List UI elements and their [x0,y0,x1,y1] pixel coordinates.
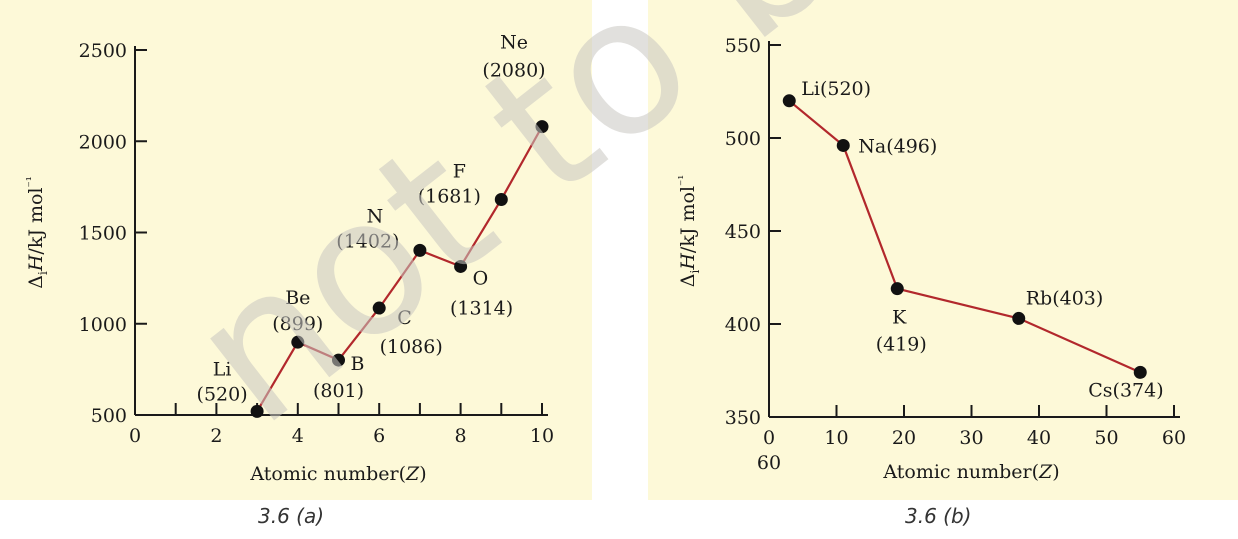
data-point [535,120,549,134]
x-tick-label: 10 [530,425,554,447]
point-label: C [397,307,412,329]
point-value-label: (2080) [482,60,545,82]
x-tick-label: 6 [373,425,385,447]
chart-b-svg: 350 400 450 500 550 0 10 20 30 40 50 60 60 Li(520) Na(… [676,35,1186,483]
x-tick-label: 4 [292,425,304,447]
point-label: O [473,267,489,289]
caption-a: 3.6 (a) [258,504,325,528]
y-tick-label: 1500 [79,223,127,245]
x-tick-label: 8 [455,425,467,447]
data-point [332,353,345,367]
x-axis-title: Atomic number(Z) [249,463,426,485]
y-tick-label: 500 [725,128,761,150]
y-tick-label: 450 [725,221,761,243]
y-tick-label: 2000 [79,131,127,153]
series-line [256,126,543,412]
point-label: K [892,307,907,329]
point-label: Li(520) [801,78,871,100]
x-tick-label: 20 [892,427,916,449]
point-value-label: (801) [313,380,364,402]
x-tick-label: 2 [210,425,222,447]
point-label: Ne [500,32,528,54]
x-tick-label: 50 [1094,427,1118,449]
data-point [413,243,427,257]
data-point [454,259,468,273]
point-label: F [453,160,466,182]
point-value-label: (1086) [380,336,443,358]
chart-a-svg: 500 1000 1500 2000 2500 0 2 4 6 8 10 Li (520) Be (899)… [24,32,554,485]
x-tick-label: 60 [1162,427,1186,449]
point-label: N [367,205,384,227]
point-value-label: (899) [272,313,323,335]
y-axis-title: ΔiH/kJ mol⁻¹ [676,175,702,287]
point-value-label: (1402) [336,230,399,252]
x-axis-title: Atomic number(Z) [882,461,1059,483]
x-tick-label: 0 [129,425,141,447]
y-axis-title: ΔiH/kJ mol⁻¹ [24,176,50,288]
caption-b: 3.6 (b) [905,504,972,528]
point-label: Cs(374) [1088,379,1163,401]
x-tick-label-extra: 60 [757,452,781,474]
point-value-label: (1314) [450,297,513,319]
chart-panel-a: 500 1000 1500 2000 2500 0 2 4 6 8 10 Li (520) Be (899)… [0,0,592,500]
point-value-label: (1681) [418,185,481,207]
data-point [1133,365,1147,379]
data-point [836,138,850,152]
point-label: Na(496) [858,135,937,157]
point-label: Li [213,358,232,380]
data-point [782,94,796,108]
y-tick-label: 400 [725,314,761,336]
data-point [250,404,264,418]
y-tick-label: 1000 [79,314,127,336]
y-tick-label: 500 [91,405,127,427]
point-label: Rb(403) [1026,287,1104,309]
data-point [291,335,305,349]
y-tick-label: 350 [725,407,761,429]
y-tick-label: 2500 [79,40,127,62]
point-value-label: (419) [876,334,927,356]
x-tick-label: 10 [824,427,848,449]
x-tick-label: 40 [1027,427,1051,449]
x-tick-label: 30 [959,427,983,449]
data-point [372,301,386,315]
chart-panel-b: 350 400 450 500 550 0 10 20 30 40 50 60 60 Li(520) Na(… [648,0,1238,500]
x-tick-label: 0 [763,427,775,449]
data-point [890,282,904,296]
point-value-label: (520) [197,383,248,405]
data-point [1012,311,1026,325]
data-point [494,192,508,206]
point-label: Be [285,287,310,309]
point-label: B [351,353,365,375]
y-tick-label: 550 [725,35,761,57]
